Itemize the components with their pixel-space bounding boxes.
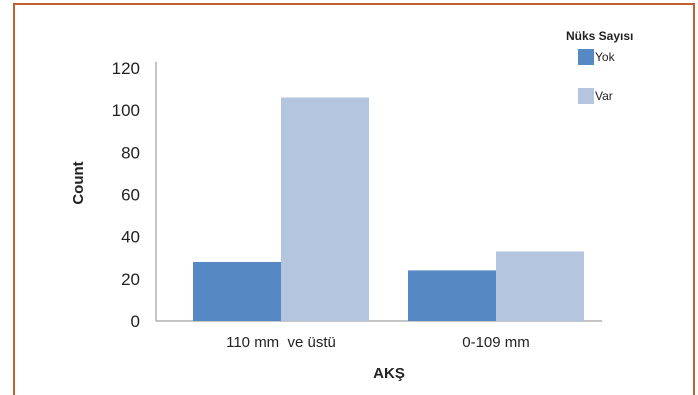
x-axis-title: AKŞ bbox=[373, 365, 405, 382]
bar-yok-0 bbox=[193, 261, 281, 321]
y-axis-ticks: 0 20 40 60 80 100 120 bbox=[112, 59, 140, 331]
legend: Nüks Sayısı Yok Var bbox=[566, 29, 633, 104]
y-tick-label-40: 40 bbox=[121, 228, 140, 247]
legend-swatch-yok bbox=[578, 49, 594, 65]
bar-var-1 bbox=[496, 251, 584, 321]
legend-label-var: Var bbox=[595, 89, 613, 103]
x-axis-categories: 110 mm ve üstü 0-109 mm bbox=[226, 334, 530, 351]
bars bbox=[193, 97, 584, 322]
frame-border bbox=[13, 3, 695, 395]
y-axis-title: Count bbox=[70, 161, 87, 204]
y-tick-label-120: 120 bbox=[112, 59, 140, 78]
legend-label-yok: Yok bbox=[595, 50, 616, 64]
y-tick-label-20: 20 bbox=[121, 270, 140, 289]
y-tick-label-80: 80 bbox=[121, 143, 140, 162]
y-tick-label-0: 0 bbox=[131, 312, 140, 331]
legend-title: Nüks Sayısı bbox=[566, 29, 633, 43]
x-category-label-1: 0-109 mm bbox=[462, 334, 530, 351]
y-tick-label-100: 100 bbox=[112, 101, 140, 120]
bar-yok-1 bbox=[408, 270, 496, 321]
legend-swatch-var bbox=[578, 88, 594, 104]
bar-var-0 bbox=[281, 97, 369, 322]
y-tick-label-60: 60 bbox=[121, 186, 140, 205]
x-category-label-0: 110 mm ve üstü bbox=[226, 334, 336, 351]
